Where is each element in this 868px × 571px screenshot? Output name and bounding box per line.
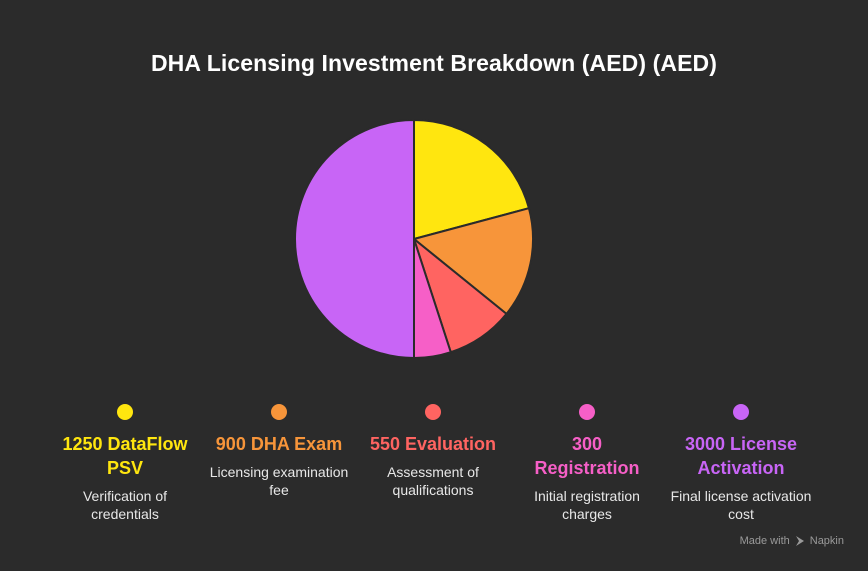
napkin-logo-icon <box>795 536 804 546</box>
legend-dot <box>733 404 749 420</box>
legend-dot <box>425 404 441 420</box>
legend-dot <box>579 404 595 420</box>
pie-slice-3000-license-activation <box>294 119 415 359</box>
legend-description: Initial registration charges <box>534 488 640 522</box>
legend-label: 3000 License Activation <box>684 434 798 478</box>
pie-chart <box>294 119 534 359</box>
watermark: Made with Napkin <box>740 535 844 547</box>
legend-item-dataflow-psv: 1250 DataFlow PSV Verification of creden… <box>50 404 200 523</box>
pie-slice-900-dha-exam <box>413 207 534 315</box>
legend-description: Assessment of qualifications <box>387 464 479 498</box>
legend-label: 900 DHA Exam <box>215 434 343 454</box>
watermark-prefix: Made with <box>739 535 790 547</box>
pie-slice-1250-dataflow-psv <box>413 119 530 240</box>
legend-item-dha-exam: 900 DHA Exam Licensing examination fee <box>204 404 354 499</box>
legend-item-license-activation: 3000 License Activation Final license ac… <box>666 404 816 523</box>
legend-dot <box>117 404 133 420</box>
watermark-brand: Napkin <box>809 535 844 547</box>
legend-dot <box>271 404 287 420</box>
legend: 1250 DataFlow PSV Verification of creden… <box>0 404 868 534</box>
legend-label: 1250 DataFlow PSV <box>62 434 188 478</box>
legend-label: 550 Evaluation <box>369 434 497 454</box>
legend-description: Final license activation cost <box>670 488 812 522</box>
legend-description: Licensing examination fee <box>209 464 349 498</box>
legend-item-evaluation: 550 Evaluation Assessment of qualificati… <box>358 404 508 499</box>
chart-title: DHA Licensing Investment Breakdown (AED)… <box>150 50 718 76</box>
legend-label: 300 Registration <box>534 434 640 478</box>
legend-item-registration: 300 Registration Initial registration ch… <box>512 404 662 523</box>
legend-description: Verification of credentials <box>82 488 168 522</box>
